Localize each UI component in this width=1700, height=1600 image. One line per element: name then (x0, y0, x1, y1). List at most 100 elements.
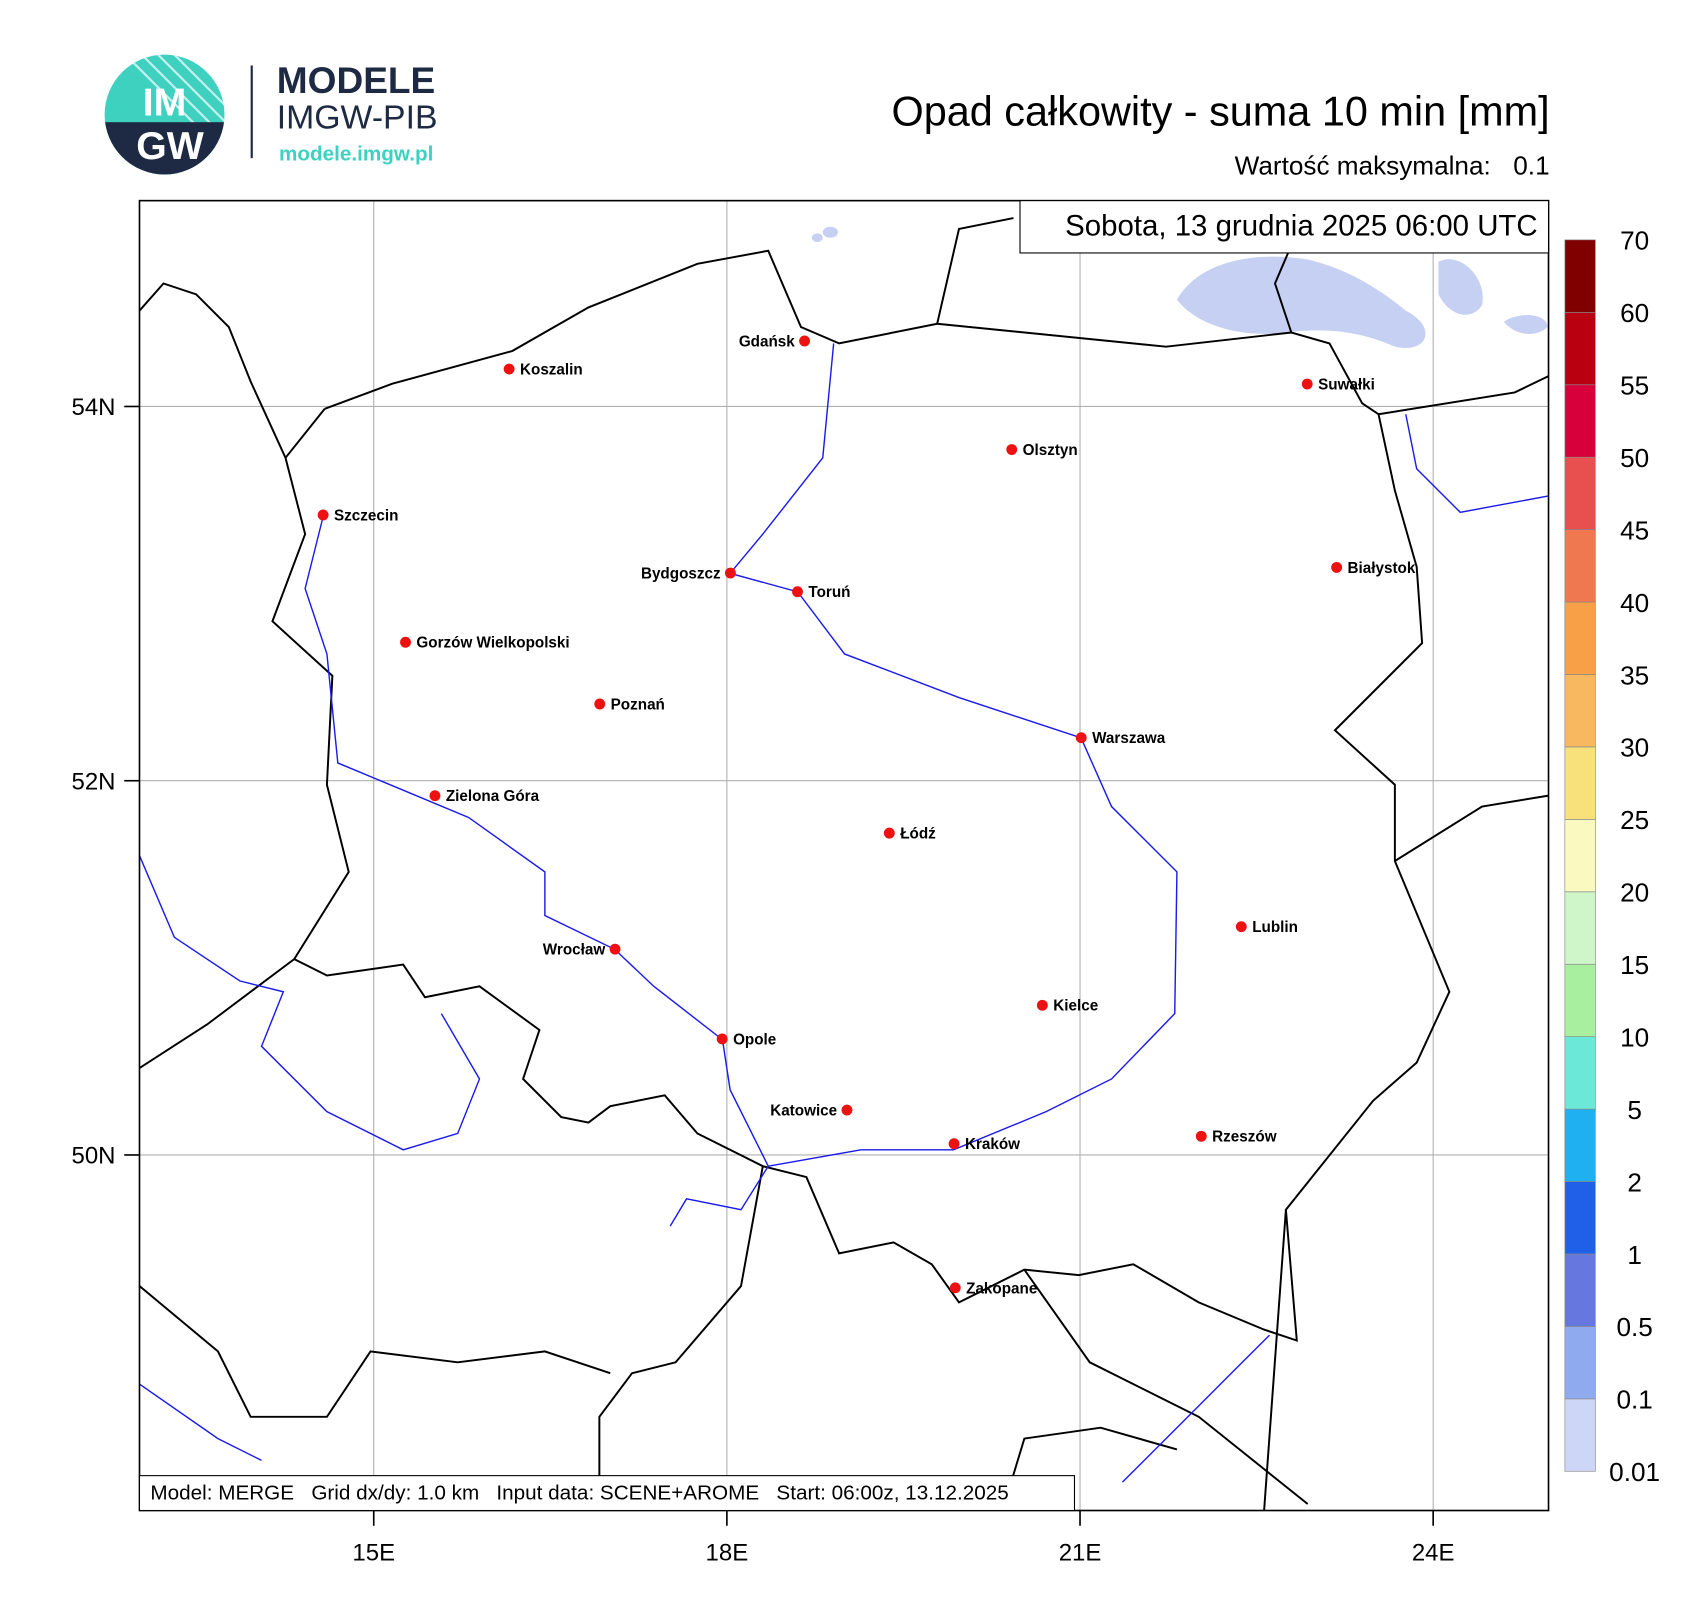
colorbar-label: 1 (1627, 1240, 1642, 1270)
date-box (1019, 200, 1550, 254)
map-frame (138, 199, 1550, 1512)
colorbar-box (1564, 1253, 1596, 1327)
borders (139, 206, 1549, 1511)
city-label: Warszawa (1092, 730, 1166, 747)
city-marker (1235, 921, 1247, 933)
city-marker (1036, 999, 1048, 1011)
colorbar-box (1564, 1398, 1596, 1472)
city-marker (1301, 378, 1313, 390)
colorbar-box (1564, 1326, 1596, 1400)
y-tick-label: 50N (72, 1143, 116, 1170)
colorbar-label: 25 (1620, 805, 1649, 835)
city-label: Wrocław (543, 942, 606, 959)
colorbar-box (1564, 746, 1596, 820)
colorbar-label: 50 (1620, 443, 1649, 473)
x-tick-label: 18E (706, 1540, 749, 1567)
city-marker (1075, 732, 1087, 744)
max-value: 0.1 (1513, 150, 1549, 180)
colorbar-label: 60 (1620, 298, 1649, 328)
city-label: Katowice (770, 1103, 837, 1120)
colorbar-label: 35 (1620, 660, 1649, 690)
map-area: Gdańsk Koszalin Suwałki Olsztyn Szczecin Bydg… (139, 200, 1549, 1511)
max-label: Wartość maksymalna: (1235, 150, 1491, 180)
date: Sobota, 13 grudnia 2025 06:00 UTC (1065, 210, 1537, 243)
logo-badge: IM (143, 81, 187, 125)
logo-mid: IMGW-PIB (277, 99, 438, 137)
colorbar-box (1564, 891, 1596, 965)
city-label: Poznań (611, 696, 665, 713)
city-marker (1006, 444, 1018, 455)
colorbar-label: 5 (1627, 1095, 1642, 1125)
colorbar-box (1564, 311, 1596, 386)
colorbar-box (1564, 1036, 1596, 1110)
colorbar-label: 10 (1620, 1022, 1649, 1052)
city-marker (400, 636, 411, 648)
footer: Model: MERGE Grid dx/dy: 1.0 km Input da… (150, 1482, 1008, 1505)
y-tick-label: 52N (72, 768, 116, 795)
city-label: Szczecin (334, 507, 398, 524)
title: Opad całkowity - suma 10 min [mm] (892, 88, 1550, 134)
city-marker (883, 827, 895, 839)
logo-url: modele.imgw.pl (279, 142, 433, 165)
city-label: Zielona Góra (446, 788, 540, 805)
colorbar-label: 0.1 (1616, 1385, 1652, 1415)
colorbar-label: 70 (1620, 226, 1649, 256)
city-marker (503, 363, 515, 375)
city-label: Białystok (1348, 560, 1416, 577)
colorbar-label: 30 (1620, 733, 1649, 763)
city-marker (317, 509, 329, 521)
colorbar-box (1564, 384, 1596, 458)
city-marker (716, 1033, 728, 1045)
city-marker (841, 1104, 853, 1116)
city-label: Łódź (900, 826, 936, 843)
colorbar-box (1564, 1181, 1596, 1255)
colorbar-box (1564, 819, 1596, 893)
city-label: Gdańsk (739, 333, 795, 350)
logo-badge: GW (136, 124, 204, 168)
colorbar-box (1564, 674, 1596, 748)
x-tick-label: 21E (1059, 1540, 1102, 1567)
rivers (139, 343, 1549, 1483)
city-label: Opole (733, 1031, 776, 1048)
x-tick-label: 15E (352, 1540, 395, 1567)
city-marker (724, 567, 736, 579)
colorbar-box (1564, 456, 1596, 530)
colorbar-label: 40 (1620, 588, 1649, 618)
city-label: Kielce (1053, 998, 1098, 1015)
logo-top: MODELE (277, 59, 435, 101)
city-marker (799, 335, 811, 347)
city-label: Toruń (808, 584, 850, 601)
city-marker (1331, 561, 1343, 573)
colorbar-label: 2 (1627, 1167, 1642, 1197)
city-label: Olsztyn (1023, 442, 1078, 459)
colorbar-box (1564, 1108, 1596, 1182)
city-label: Kraków (965, 1136, 1020, 1153)
city-marker (792, 586, 803, 598)
city-label: Koszalin (520, 362, 583, 379)
footer-box (138, 1475, 1076, 1512)
colorbar-label: 45 (1620, 515, 1649, 545)
city-label: Rzeszów (1212, 1129, 1277, 1146)
city-marker (594, 698, 606, 710)
city-label: Zakopane (966, 1280, 1037, 1297)
city-marker (949, 1282, 961, 1294)
x-tick-label: 24E (1412, 1540, 1455, 1567)
city-marker (609, 943, 621, 955)
city-marker (948, 1138, 960, 1150)
colorbar-box (1564, 601, 1596, 675)
city-marker (429, 790, 441, 802)
colorbar-label: 20 (1620, 878, 1649, 908)
colorbar-box (1564, 239, 1596, 313)
colorbar-label: 0.01 (1609, 1457, 1660, 1487)
colorbar-label: 0.5 (1616, 1312, 1652, 1342)
colorbar-box (1564, 529, 1596, 603)
y-tick-label: 54N (72, 394, 116, 421)
colorbar-box (1564, 963, 1596, 1037)
city-label: Suwałki (1318, 376, 1375, 393)
lakes (811, 226, 1548, 348)
city-marker (1195, 1130, 1207, 1142)
city-label: Bydgoszcz (641, 565, 721, 582)
colorbar-label: 15 (1620, 950, 1649, 980)
